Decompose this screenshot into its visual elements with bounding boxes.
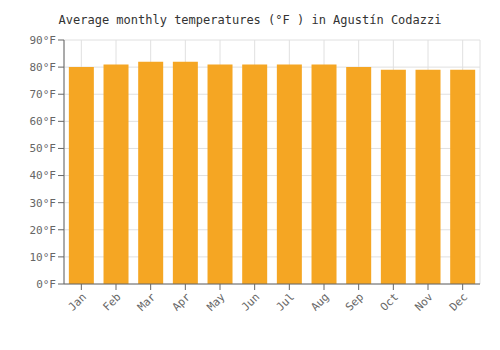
svg-text:40°F: 40°F [30, 169, 57, 182]
svg-text:10°F: 10°F [30, 251, 57, 264]
svg-text:90°F: 90°F [30, 34, 57, 47]
svg-text:Dec: Dec [447, 290, 470, 313]
svg-text:May: May [204, 290, 228, 314]
svg-text:Aug: Aug [308, 290, 331, 313]
svg-text:Mar: Mar [135, 290, 159, 314]
svg-text:30°F: 30°F [30, 197, 57, 210]
svg-text:80°F: 80°F [30, 61, 57, 74]
svg-text:Oct: Oct [378, 290, 401, 313]
svg-text:Nov: Nov [412, 290, 436, 314]
svg-text:60°F: 60°F [30, 115, 57, 128]
svg-text:20°F: 20°F [30, 224, 57, 237]
svg-text:Jan: Jan [66, 290, 89, 313]
svg-text:Feb: Feb [100, 290, 123, 313]
svg-text:Jun: Jun [239, 290, 262, 313]
svg-text:50°F: 50°F [30, 142, 57, 155]
html-text:Average monthly temperatures (: Average monthly temperatures (°F ) in Ag… [58, 13, 442, 27]
svg-text:0°F: 0°F [36, 278, 56, 291]
svg-text:70°F: 70°F [30, 88, 57, 101]
svg-text:Sep: Sep [343, 290, 366, 313]
svg-text:Apr: Apr [170, 290, 194, 314]
svg-text:Jul: Jul [274, 290, 297, 313]
